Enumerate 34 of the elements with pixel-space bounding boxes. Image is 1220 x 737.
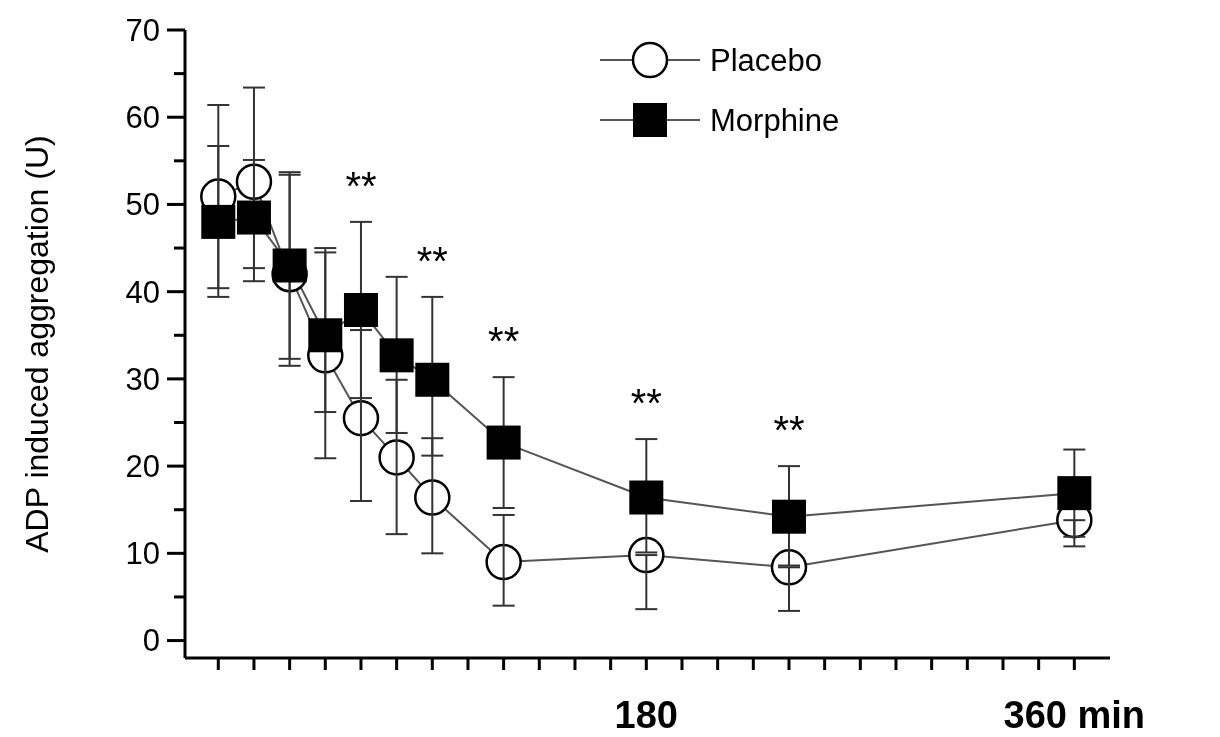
y-axis-title: ADP induced aggregation (U) [19, 135, 55, 553]
y-tick-label: 70 [125, 12, 160, 48]
point [235, 163, 273, 201]
point [414, 479, 451, 516]
point [236, 200, 271, 235]
x-tick-label: 360 min [1003, 694, 1146, 736]
point [1057, 476, 1092, 511]
x-tick-label: 180 [614, 694, 679, 736]
y-tick-label: 20 [125, 448, 160, 484]
point [343, 292, 378, 327]
point [201, 204, 236, 239]
legend-label: Placebo [710, 42, 823, 78]
point [771, 499, 806, 534]
point [629, 480, 664, 515]
point [308, 318, 343, 353]
y-tick-label: 30 [125, 361, 160, 397]
point [415, 362, 450, 397]
point [485, 543, 522, 581]
annotation: ** [773, 408, 805, 453]
point [486, 425, 521, 460]
y-tick-label: 0 [142, 623, 160, 659]
y-tick-label: 60 [125, 100, 160, 136]
point [342, 399, 380, 437]
annotation: ** [416, 238, 448, 283]
annotation: ** [488, 319, 520, 364]
point [378, 439, 415, 476]
annotation: ** [630, 381, 662, 426]
annotation: ** [345, 163, 377, 208]
y-tick-label: 40 [125, 274, 160, 310]
y-tick-label: 50 [125, 187, 160, 223]
legend-label: Morphine [710, 102, 840, 138]
point [272, 248, 307, 283]
point [379, 338, 414, 373]
y-tick-label: 10 [125, 536, 160, 572]
